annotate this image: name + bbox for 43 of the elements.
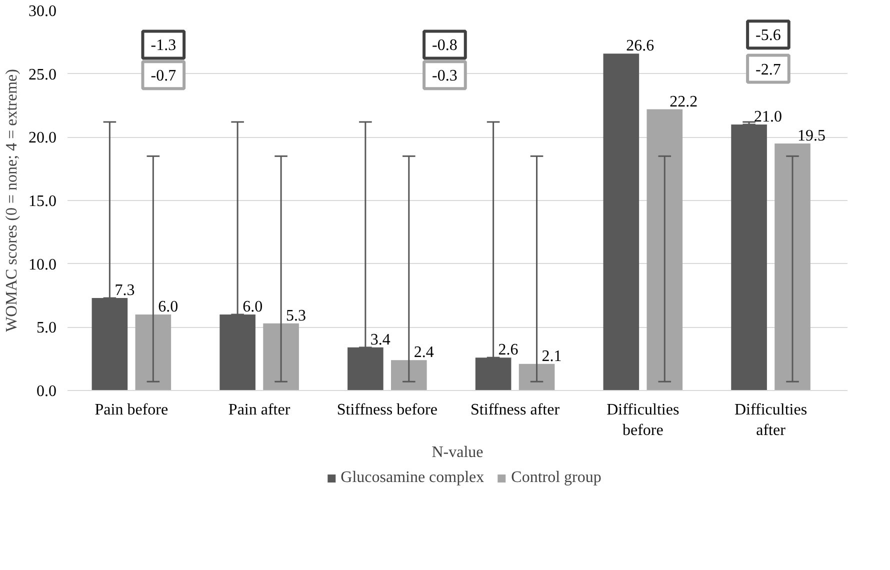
x-tick-label: Stiffness after bbox=[470, 402, 560, 418]
y-tick-label: 15.0 bbox=[28, 193, 56, 210]
bar bbox=[731, 124, 767, 390]
x-tick-label: Difficulties before bbox=[606, 402, 680, 439]
data-label: 5.3 bbox=[286, 307, 306, 324]
annotation: -2.7 bbox=[756, 61, 781, 78]
y-tick-label: 10.0 bbox=[28, 256, 56, 274]
bar bbox=[135, 314, 172, 390]
bar bbox=[518, 364, 555, 390]
legend-label: Glucosamine complex bbox=[340, 469, 484, 487]
x-axis-title: N-value bbox=[432, 444, 484, 461]
annotation: -1.3 bbox=[150, 37, 176, 54]
data-label: 19.5 bbox=[798, 128, 826, 144]
y-axis-title: WOMAC scores (0 = none; 4 = extreme) bbox=[4, 69, 20, 332]
bar bbox=[391, 360, 427, 390]
data-label: 22.2 bbox=[670, 93, 698, 110]
bar bbox=[263, 323, 299, 390]
data-label: 3.4 bbox=[370, 331, 390, 348]
bar bbox=[603, 54, 640, 390]
data-label: 7.3 bbox=[114, 282, 135, 300]
annotation: -0.8 bbox=[432, 37, 458, 54]
y-tick-label: 25.0 bbox=[28, 66, 56, 84]
annotation: -5.6 bbox=[756, 27, 781, 44]
legend-label: Control group bbox=[511, 469, 602, 487]
y-tick-label: 0.0 bbox=[36, 383, 56, 400]
data-label: 6.0 bbox=[242, 298, 263, 316]
bar bbox=[774, 144, 810, 390]
annotation: -0.3 bbox=[432, 68, 458, 85]
data-label: 21.0 bbox=[754, 108, 782, 126]
x-tick-label: Difficulties after bbox=[734, 402, 808, 439]
y-tick-label: 5.0 bbox=[36, 320, 56, 337]
data-label: 2.1 bbox=[542, 348, 562, 365]
x-tick-label: Pain before bbox=[94, 402, 168, 418]
bar bbox=[646, 109, 683, 390]
x-tick-label: Stiffness before bbox=[336, 402, 438, 418]
data-label: 2.4 bbox=[414, 344, 434, 362]
y-tick-label: 20.0 bbox=[28, 130, 56, 147]
y-tick-label: 30.0 bbox=[28, 3, 56, 20]
x-tick-label: Pain after bbox=[228, 402, 291, 418]
data-label: 6.0 bbox=[158, 298, 178, 316]
data-label: 26.6 bbox=[626, 38, 654, 55]
annotation: -0.7 bbox=[150, 68, 176, 85]
data-label: 2.6 bbox=[498, 342, 518, 359]
